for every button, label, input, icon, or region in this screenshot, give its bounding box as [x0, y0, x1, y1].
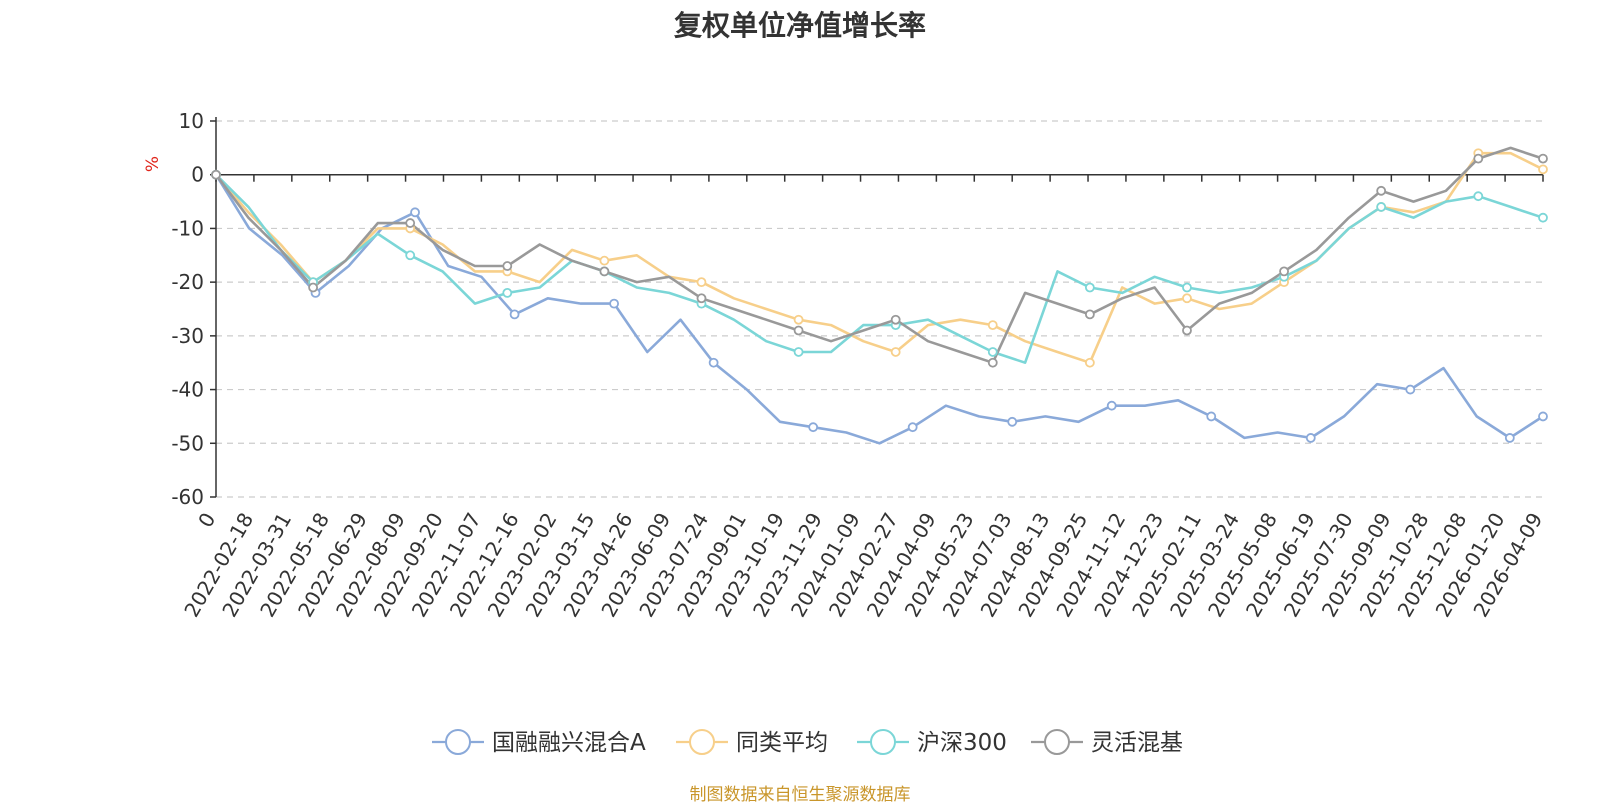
data-point: [405, 250, 416, 261]
x-axis-ticks: 02022-02-182022-03-312022-05-182022-06-2…: [179, 174, 1547, 621]
data-point: [987, 320, 998, 331]
y-axis-unit: %: [143, 156, 163, 172]
legend-label: 沪深300: [917, 730, 1007, 756]
data-point: [1376, 185, 1387, 196]
series-line-2: [215, 173, 1544, 365]
y-axis-ticks: 10 0 -10 -20 -30 -40 -50 -60: [171, 109, 216, 509]
data-point: [1007, 416, 1018, 427]
data-point: [708, 357, 719, 368]
data-point: [599, 266, 610, 277]
y-tick-label: -10: [171, 216, 204, 240]
series-line-0: [214, 174, 1544, 445]
data-point: [793, 325, 804, 336]
series-line-3: [214, 146, 1544, 365]
data-point: [696, 293, 707, 304]
y-tick-label: 10: [179, 109, 204, 133]
y-tick-label: -50: [171, 431, 204, 455]
data-point: [1538, 411, 1548, 422]
data-point: [405, 218, 416, 228]
legend[interactable]: 国融融兴混合A 同类平均 沪深300 灵活混基: [432, 729, 1183, 756]
y-tick-label: -60: [171, 485, 204, 509]
series-points: [211, 148, 1548, 443]
data-point: [1473, 191, 1484, 202]
data-point: [1084, 309, 1095, 320]
legend-item[interactable]: 沪深300: [857, 729, 1007, 756]
y-tick-label: -40: [171, 378, 204, 402]
data-point: [1106, 400, 1117, 411]
legend-item[interactable]: 国融融兴混合A: [432, 729, 646, 756]
x-tick-label: 0: [193, 509, 220, 532]
data-point: [1084, 282, 1095, 293]
data-point: [609, 298, 619, 309]
y-tick-label: 0: [191, 163, 204, 187]
legend-marker-icon: [1044, 729, 1070, 755]
data-point: [987, 357, 998, 368]
data-point: [793, 347, 804, 357]
data-point: [211, 169, 221, 180]
data-point: [1538, 212, 1548, 223]
data-point: [509, 309, 520, 320]
data-point: [502, 261, 513, 271]
data-point: [1473, 153, 1484, 164]
chart-title: 复权单位净值增长率: [673, 9, 926, 42]
legend-marker-icon: [689, 729, 715, 755]
source-note: 制图数据来自恒生聚源数据库: [689, 785, 911, 805]
data-point: [1206, 411, 1217, 422]
data-point: [410, 207, 420, 218]
legend-label: 灵活混基: [1091, 730, 1183, 756]
data-point: [1376, 202, 1387, 212]
y-tick-label: -30: [171, 324, 204, 348]
axes: [215, 117, 1543, 497]
data-point: [696, 277, 707, 288]
data-point: [793, 314, 804, 325]
legend-item[interactable]: 同类平均: [676, 729, 828, 756]
data-point: [1405, 384, 1416, 395]
series-lines: [214, 146, 1544, 445]
data-point: [502, 287, 513, 298]
legend-item[interactable]: 灵活混基: [1031, 729, 1183, 756]
data-point: [599, 255, 610, 266]
data-point: [1538, 153, 1548, 164]
data-point: [1182, 293, 1192, 304]
legend-label: 国融融兴混合A: [492, 730, 646, 756]
grid-lines: [216, 120, 1543, 498]
data-point: [890, 347, 901, 357]
data-point: [987, 347, 998, 357]
data-point: [1182, 282, 1192, 293]
data-point: [308, 282, 318, 293]
legend-label: 同类平均: [736, 730, 828, 756]
data-point: [1504, 433, 1515, 443]
legend-marker-icon: [445, 729, 471, 755]
data-point: [808, 422, 819, 433]
data-point: [907, 422, 918, 433]
data-point: [1279, 266, 1289, 277]
legend-marker-icon: [870, 729, 896, 755]
data-point: [1305, 433, 1316, 443]
y-tick-label: -20: [171, 270, 204, 294]
data-point: [1538, 164, 1548, 175]
data-point: [1084, 357, 1095, 368]
data-point: [890, 314, 901, 325]
data-point: [1182, 325, 1192, 336]
